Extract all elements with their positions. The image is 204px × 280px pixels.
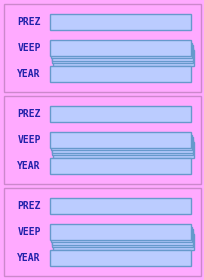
Bar: [50, 66, 190, 82]
Text: PREZ: PREZ: [17, 17, 41, 27]
Bar: [51, 43, 191, 58]
Bar: [52, 232, 193, 247]
Text: VEEP: VEEP: [17, 227, 41, 237]
Bar: [51, 229, 192, 245]
Bar: [53, 234, 193, 250]
Bar: [51, 227, 191, 242]
Bar: [50, 250, 190, 266]
Bar: [50, 106, 190, 122]
Text: PREZ: PREZ: [17, 109, 41, 119]
Bar: [51, 135, 191, 150]
Bar: [50, 158, 190, 174]
Text: YEAR: YEAR: [17, 69, 41, 79]
Bar: [51, 45, 192, 61]
Text: VEEP: VEEP: [17, 135, 41, 145]
Bar: [53, 142, 193, 158]
Bar: [52, 140, 193, 155]
Bar: [50, 14, 190, 30]
Bar: [50, 40, 190, 56]
Bar: [50, 132, 190, 148]
Text: YEAR: YEAR: [17, 161, 41, 171]
Bar: [53, 50, 193, 66]
Bar: [50, 198, 190, 214]
Bar: [50, 224, 190, 240]
Bar: [4, 96, 200, 184]
Bar: [4, 188, 200, 276]
Text: VEEP: VEEP: [17, 43, 41, 53]
Text: YEAR: YEAR: [17, 253, 41, 263]
Bar: [4, 4, 200, 92]
Bar: [51, 137, 192, 153]
Text: PREZ: PREZ: [17, 201, 41, 211]
Bar: [52, 48, 193, 63]
